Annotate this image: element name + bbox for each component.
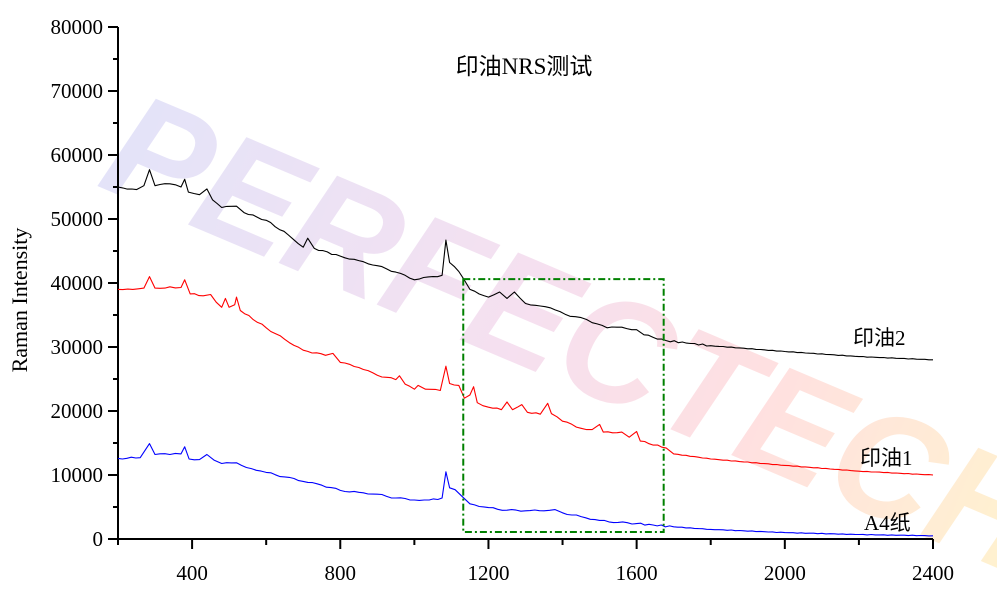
series-line-a4-paper xyxy=(117,443,934,537)
y-tick-label: 60000 xyxy=(51,143,104,167)
y-tick-label: 80000 xyxy=(51,15,104,39)
series-label-a4-paper: A4纸 xyxy=(864,511,911,535)
chart-title: 印油NRS测试 xyxy=(456,54,593,79)
highlight-region-box xyxy=(462,278,665,533)
series-label-ink-2: 印油2 xyxy=(853,326,906,350)
y-axis: 0 10000 20000 30000 40000 50000 60000 70000 8000… xyxy=(51,15,119,551)
x-tick-label: 400 xyxy=(176,561,208,585)
y-tick-label: 40000 xyxy=(51,271,104,295)
series-line-ink-2 xyxy=(117,169,933,361)
series-label-ink-1: 印油1 xyxy=(860,446,913,470)
series-group xyxy=(117,169,934,537)
y-tick-label: 0 xyxy=(93,527,104,551)
series-line-ink-1 xyxy=(117,276,934,476)
x-tick-label: 2000 xyxy=(764,561,806,585)
y-tick-label: 50000 xyxy=(51,207,104,231)
y-axis-title: Raman Intensity xyxy=(7,228,32,373)
y-tick-label: 70000 xyxy=(51,79,104,103)
y-tick-label: 30000 xyxy=(51,335,104,359)
x-tick-label: 800 xyxy=(325,561,357,585)
x-tick-label: 1200 xyxy=(467,561,509,585)
x-axis: 400 800 1200 1600 2000 2400 xyxy=(117,538,954,585)
y-tick-label: 20000 xyxy=(51,399,104,423)
x-tick-label: 1600 xyxy=(616,561,658,585)
x-tick-label: 2400 xyxy=(912,561,954,585)
y-tick-label: 10000 xyxy=(51,463,104,487)
